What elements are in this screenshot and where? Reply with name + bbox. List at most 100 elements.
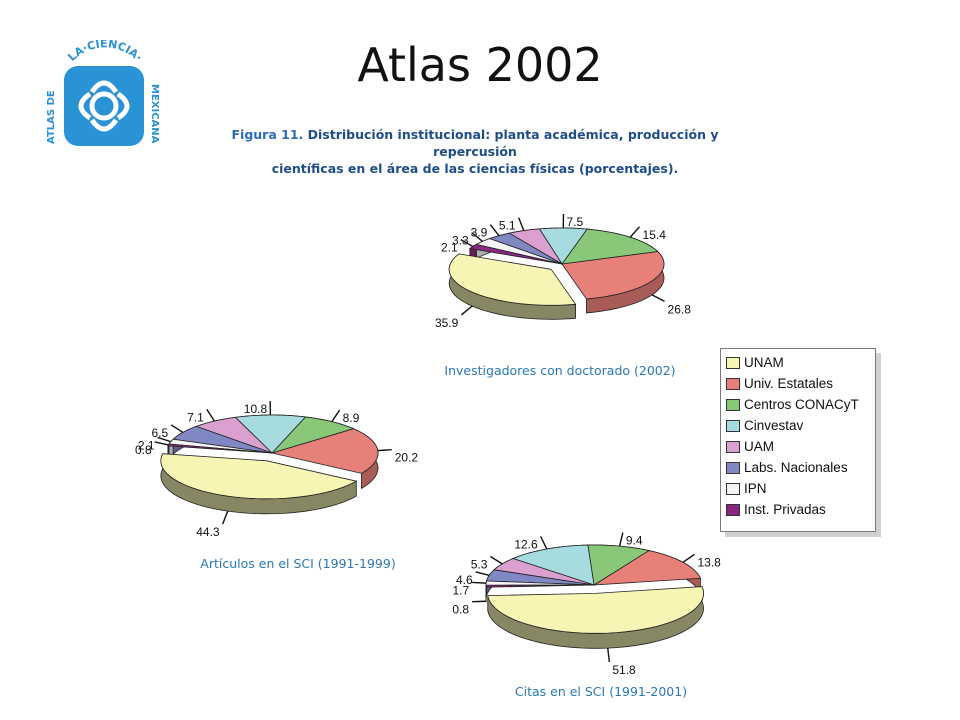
pie-value-label: 51.8 — [612, 663, 636, 677]
pie-leader-line — [490, 555, 503, 565]
pie-value-label: 6.5 — [151, 426, 168, 440]
pie-leader-line — [221, 510, 229, 525]
pie-leader-line — [682, 553, 695, 563]
pie-leader-line — [607, 648, 611, 663]
pie-value-label: 10.8 — [244, 402, 268, 416]
pie-tops — [448, 227, 665, 306]
figure-caption: Figura 11. Distribución institucional: p… — [210, 126, 740, 177]
atlas-logo: LA·CIENCIA· ATLAS DE MEXICANA — [46, 40, 160, 146]
pie-leader-line — [471, 232, 484, 242]
pie-value-label: 4.6 — [456, 573, 473, 587]
pie-value-label: 5.1 — [499, 219, 516, 233]
legend-item: UAM — [721, 436, 875, 457]
pie-investigadores: 35.9 26.8 15.4 7.5 5.1 3.93.32.1 Investigadore… — [435, 213, 692, 378]
pie-value-label: 1.7 — [452, 583, 469, 597]
pie-slice — [485, 580, 595, 586]
pie-slice — [511, 544, 595, 586]
legend-label: UAM — [744, 439, 774, 454]
pie-value-label: 0.8 — [135, 443, 152, 457]
pie-labels: 51.8 13.8 9.4 12.6 5.3 4.61.7 0.8 — [452, 532, 721, 677]
chart-caption: Artículos en el SCI (1991-1999) — [200, 556, 395, 571]
pie-tops — [160, 414, 379, 500]
pie-value-label: 15.4 — [643, 228, 667, 242]
pie-value-label: 5.3 — [471, 557, 488, 571]
legend-label: IPN — [744, 481, 767, 496]
legend-label: Centros CONACyT — [744, 397, 859, 412]
pie-articulos: 44.3 20.2 8.9 10.8 7.1 6.52.10.8 Artículos en … — [135, 400, 419, 571]
pie-slice — [561, 228, 659, 265]
pie-leader-line — [489, 224, 500, 237]
legend-item: Inst. Privadas — [721, 499, 875, 520]
legend-item: Labs. Nacionales — [721, 457, 875, 478]
figure-number: Figura 11. — [231, 127, 304, 142]
pie-value-label: 2.1 — [138, 438, 155, 452]
legend-swatch — [726, 356, 740, 369]
pie-labels: 35.9 26.8 15.4 7.5 5.1 3.93.32.1 — [435, 213, 692, 330]
pie-value-label: 3.3 — [452, 234, 469, 248]
legend-item: Centros CONACyT — [721, 394, 875, 415]
pie-slice — [538, 227, 588, 265]
pie-value-label: 2.1 — [441, 241, 458, 255]
pie-leader-line — [460, 239, 474, 248]
pie-slice — [234, 414, 307, 454]
pie-value-label: 0.8 — [452, 603, 469, 617]
pie-leader-line — [154, 441, 169, 446]
pie-value-label: 35.9 — [435, 316, 459, 330]
legend-label: Cinvestav — [744, 418, 804, 433]
pie-value-label: 12.6 — [514, 537, 538, 551]
pie-slice — [448, 253, 577, 306]
pie-slice — [485, 584, 595, 588]
legend-swatch — [726, 440, 740, 453]
legend-swatch — [726, 503, 740, 516]
pie-leader-line — [629, 226, 641, 238]
legend-item: Cinvestav — [721, 415, 875, 436]
legend-label: Univ. Estatales — [744, 376, 834, 391]
pie-value-label: 8.9 — [343, 411, 360, 425]
pie-slice — [168, 438, 273, 454]
pie-slice — [488, 232, 563, 265]
logo-text-right: MEXICANA — [149, 84, 160, 144]
legend-swatch — [726, 482, 740, 495]
pie-value-label: 44.3 — [196, 525, 220, 539]
pie-value-label: 7.5 — [566, 215, 583, 229]
legend-item: Univ. Estatales — [721, 373, 875, 394]
pie-value-label: 7.1 — [187, 410, 204, 424]
legend-swatch — [726, 377, 740, 390]
legend-swatch — [726, 398, 740, 411]
caption-line-1: Distribución institucional: planta acadé… — [307, 127, 719, 159]
chart-caption: Investigadores con doctorado (2002) — [444, 363, 675, 378]
pie-leader-line — [157, 436, 172, 443]
pie-slice — [270, 428, 379, 474]
pie-leader-line — [206, 408, 216, 422]
pie-leader-line — [475, 571, 490, 576]
pie-value-label: 13.8 — [697, 555, 721, 569]
slide-title: Atlas 2002 — [357, 38, 603, 92]
pie-slice — [270, 416, 355, 454]
pie-leader-line — [377, 448, 392, 452]
pie-slice — [587, 544, 651, 586]
pie-value-label: 3.9 — [471, 226, 488, 240]
pie-leader-line — [472, 581, 487, 584]
legend-label: Labs. Nacionales — [744, 460, 848, 475]
legend-swatch — [726, 419, 740, 432]
pie-value-label: 26.8 — [668, 302, 692, 316]
pie-leader-line — [170, 424, 184, 434]
legend-item: UNAM — [721, 352, 875, 373]
pie-leader-line — [517, 217, 525, 231]
pie-value-label: 20.2 — [395, 451, 419, 465]
pie-leader-line — [618, 532, 624, 547]
pie-slice — [475, 238, 563, 265]
logo-text-left: ATLAS DE — [46, 90, 57, 144]
pie-tops — [485, 544, 704, 634]
pie-citas: 51.8 13.8 9.4 12.6 5.3 4.61.7 0.8 Citas en el S… — [452, 532, 721, 699]
pie-leader-line — [651, 294, 665, 303]
chart-caption: Citas en el SCI (1991-2001) — [515, 684, 687, 699]
legend-label: UNAM — [744, 355, 784, 370]
pie-leader-line — [331, 409, 341, 423]
pie-leader-line — [460, 305, 473, 316]
pie-labels: 44.3 20.2 8.9 10.8 7.1 6.52.10.8 — [135, 400, 419, 539]
pie-slice — [160, 453, 358, 500]
legend: UNAM Univ. Estatales Centros CONACyT Cinves… — [720, 348, 876, 532]
legend-item: IPN — [721, 478, 875, 499]
